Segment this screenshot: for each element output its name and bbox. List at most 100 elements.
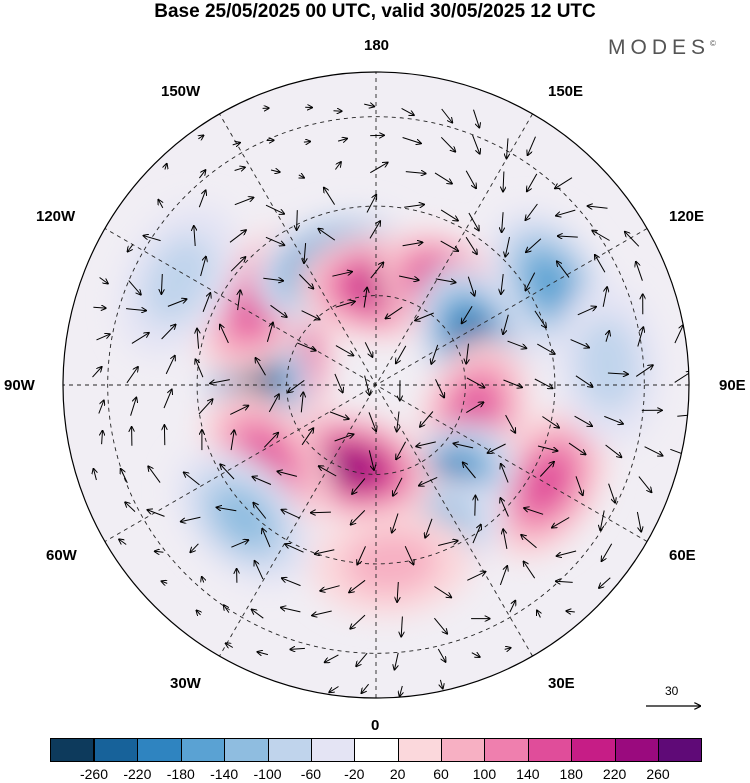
brand-name: MODES (608, 36, 711, 59)
wind-vector (415, 312, 434, 321)
wind-vector (500, 498, 509, 517)
wind-vector (161, 273, 162, 294)
wind-vector (167, 299, 187, 307)
wind-vector (401, 107, 414, 115)
wind-vector (263, 433, 278, 448)
colorbar-tick-label: 60 (433, 766, 449, 782)
wind-vector (507, 340, 527, 348)
wind-vector (220, 464, 235, 480)
wind-vector (416, 441, 436, 447)
wind-vector (592, 231, 610, 241)
wind-vector (230, 406, 248, 415)
wind-vector (537, 611, 540, 618)
wind-vector (602, 543, 613, 561)
wind-vector (357, 546, 366, 564)
wind-vector (198, 135, 203, 138)
wind-vector (503, 314, 509, 334)
anomaly-field (118, 203, 661, 617)
wind-vector (505, 236, 510, 257)
wind-vector (368, 412, 376, 431)
wind-vector (595, 255, 606, 273)
wind-vector (229, 230, 246, 243)
wind-vector (503, 379, 523, 387)
wind-vector (234, 198, 254, 206)
wind-vector (329, 411, 349, 419)
wind-vector (158, 200, 162, 209)
wind-vector (230, 257, 245, 272)
wind-vector (356, 652, 368, 666)
wind-vector (440, 240, 458, 251)
wind-vector (396, 441, 407, 460)
wind-vector (162, 581, 168, 583)
wind-vector (441, 108, 453, 123)
wind-vector (552, 517, 570, 528)
wind-vector (102, 431, 103, 445)
wind-vector (440, 209, 458, 221)
wind-vector (501, 464, 509, 483)
colorbar-swatch (310, 738, 356, 762)
colorbar (50, 738, 702, 764)
wind-vector (420, 411, 434, 427)
wind-vector (524, 508, 544, 515)
wind-vector (400, 685, 403, 696)
wind-vector (335, 345, 353, 356)
page-title: Base 25/05/2025 00 UTC, valid 30/05/2025… (154, 1, 596, 22)
wind-vector (435, 379, 445, 397)
wind-vector (405, 172, 426, 174)
wind-vector (507, 138, 509, 158)
wind-vector (528, 136, 536, 155)
wind-vector (119, 539, 127, 545)
colorbar-tick-label: -60 (300, 766, 322, 782)
wind-vector (130, 398, 137, 416)
lon-label-30w: 30W (170, 675, 201, 692)
colorbar-swatch (441, 738, 486, 762)
wind-vector (472, 134, 480, 154)
wind-vector (404, 545, 413, 564)
wind-vector (635, 365, 653, 377)
wind-vector (434, 172, 452, 184)
wind-vector (369, 221, 380, 239)
wind-vector (386, 306, 403, 318)
latitude-circle (107, 116, 645, 654)
wind-vector (534, 310, 546, 328)
wind-vector (268, 394, 279, 413)
anomaly-blob (527, 256, 574, 312)
wind-vector (395, 652, 399, 670)
wind-vector (644, 446, 663, 456)
wind-vector (231, 430, 234, 451)
wind-vector (605, 444, 622, 457)
wind-vector (131, 333, 149, 344)
lon-label-120e: 120E (669, 208, 705, 225)
wind-vector (524, 562, 536, 579)
wind-vector (509, 601, 515, 613)
anomaly-blob (523, 455, 570, 511)
wind-vector (282, 578, 301, 587)
wind-vector (318, 229, 336, 241)
wind-vector (526, 272, 536, 291)
colorbar-tick-label: 140 (516, 766, 540, 782)
wind-vector (148, 466, 161, 483)
colorbar-swatch (484, 738, 529, 762)
wind-vector (568, 442, 586, 454)
wind-vector (521, 535, 537, 549)
wind-vector (253, 503, 267, 519)
wind-vector (434, 586, 451, 598)
wind-vector (126, 367, 138, 384)
wind-vector (301, 428, 313, 446)
colorbar-swatch (354, 738, 399, 762)
lon-label-30e: 30E (548, 675, 575, 692)
wind-vector (404, 205, 424, 208)
wind-vector (165, 356, 175, 375)
wind-vector (539, 462, 554, 477)
wind-vector (392, 513, 399, 533)
wind-vector (94, 469, 97, 481)
wind-vector (431, 344, 439, 364)
wind-vector (334, 162, 341, 170)
map-disc-border (62, 71, 690, 699)
wind-vector (435, 278, 456, 283)
wind-vector (556, 581, 573, 582)
colorbar-tick-label: 20 (389, 766, 406, 782)
wind-vector (311, 512, 331, 513)
wind-vector (163, 390, 172, 409)
wind-vector (184, 472, 200, 486)
